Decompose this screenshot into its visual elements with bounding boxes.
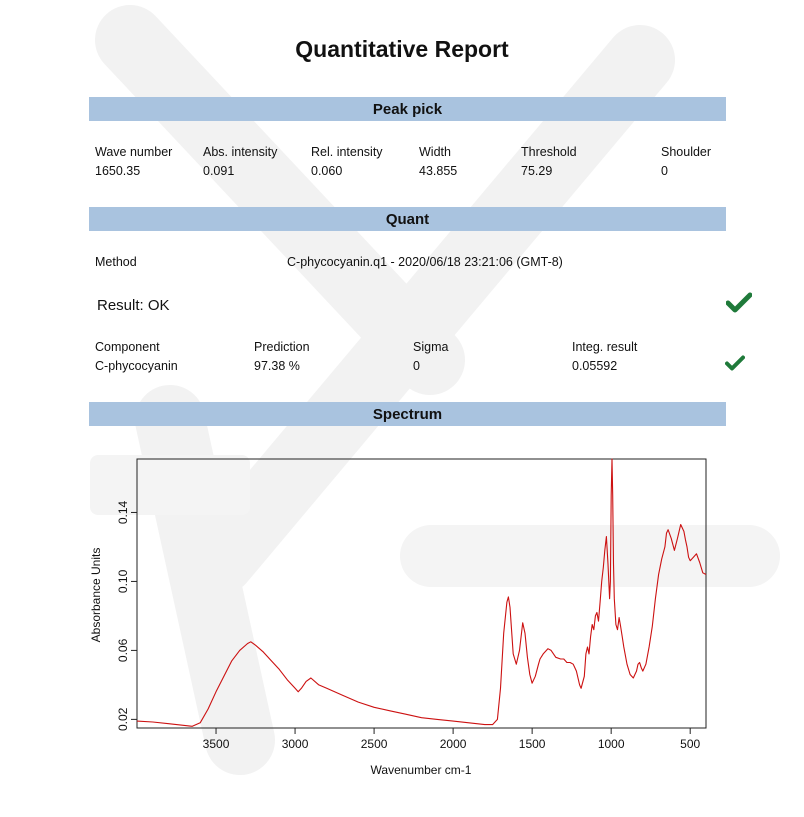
peak-value-rel-intensity: 0.060 bbox=[311, 164, 343, 178]
x-tick-label: 1000 bbox=[598, 737, 625, 751]
result-status: Result: OK bbox=[97, 297, 170, 314]
component-check-icon bbox=[725, 355, 745, 371]
prediction-value: 97.38 % bbox=[254, 359, 300, 373]
plot-frame bbox=[136, 458, 707, 729]
y-axis-label-holder: Absorbance Units bbox=[89, 548, 103, 643]
spectrum-chart: 3500 3000 2500 2000 1500 1000 500 0.02 0.06 0.10… bbox=[116, 458, 707, 777]
peak-value-shoulder: 0 bbox=[661, 164, 668, 178]
spectrum-header: Spectrum bbox=[89, 402, 726, 426]
peak-header-abs-intensity: Abs. intensity bbox=[203, 145, 278, 159]
peak-value-width: 43.855 bbox=[419, 164, 458, 178]
peak-value-abs-intensity: 0.091 bbox=[203, 164, 235, 178]
peak-header-wave-number: Wave number bbox=[95, 145, 173, 159]
x-tick-label: 2500 bbox=[361, 737, 388, 751]
result-check-icon bbox=[726, 292, 752, 313]
prediction-header: Prediction bbox=[254, 340, 310, 354]
report-title: Quantitative Report bbox=[295, 36, 509, 62]
x-tick-label: 3000 bbox=[282, 737, 309, 751]
spectrum-line bbox=[136, 458, 707, 727]
y-tick-label: 0.06 bbox=[116, 638, 130, 662]
peak-header-width: Width bbox=[419, 145, 451, 159]
y-tick-label: 0.02 bbox=[116, 707, 130, 731]
peak-value-threshold: 75.29 bbox=[521, 164, 553, 178]
method-value: C-phycocyanin.q1 - 2020/06/18 23:21:06 (… bbox=[287, 255, 563, 269]
x-tick-label: 1500 bbox=[519, 737, 546, 751]
y-tick-label: 0.10 bbox=[116, 569, 130, 593]
component-value: C-phycocyanin bbox=[95, 359, 178, 373]
peak-header-shoulder: Shoulder bbox=[661, 145, 712, 159]
x-tick-label: 2000 bbox=[440, 737, 467, 751]
peak-value-wave-number: 1650.35 bbox=[95, 164, 141, 178]
x-axis: 3500 3000 2500 2000 1500 1000 500 bbox=[203, 728, 701, 751]
component-header: Component bbox=[95, 340, 160, 354]
integ-result-value: 0.05592 bbox=[572, 359, 618, 373]
integ-result-header: Integ. result bbox=[572, 340, 638, 354]
x-axis-label: Wavenumber cm-1 bbox=[371, 763, 472, 777]
sigma-header: Sigma bbox=[413, 340, 449, 354]
peak-pick-header: Peak pick bbox=[89, 97, 726, 121]
x-tick-label: 3500 bbox=[203, 737, 230, 751]
sigma-value: 0 bbox=[413, 359, 420, 373]
quant-header: Quant bbox=[89, 207, 726, 231]
y-tick-label: 0.14 bbox=[116, 500, 130, 524]
y-axis: 0.02 0.06 0.10 0.14 bbox=[116, 500, 137, 731]
method-label: Method bbox=[95, 255, 137, 269]
y-axis-title: Absorbance Units bbox=[89, 548, 103, 643]
peak-header-rel-intensity: Rel. intensity bbox=[311, 145, 383, 159]
x-tick-label: 500 bbox=[680, 737, 700, 751]
peak-header-threshold: Threshold bbox=[521, 145, 577, 159]
